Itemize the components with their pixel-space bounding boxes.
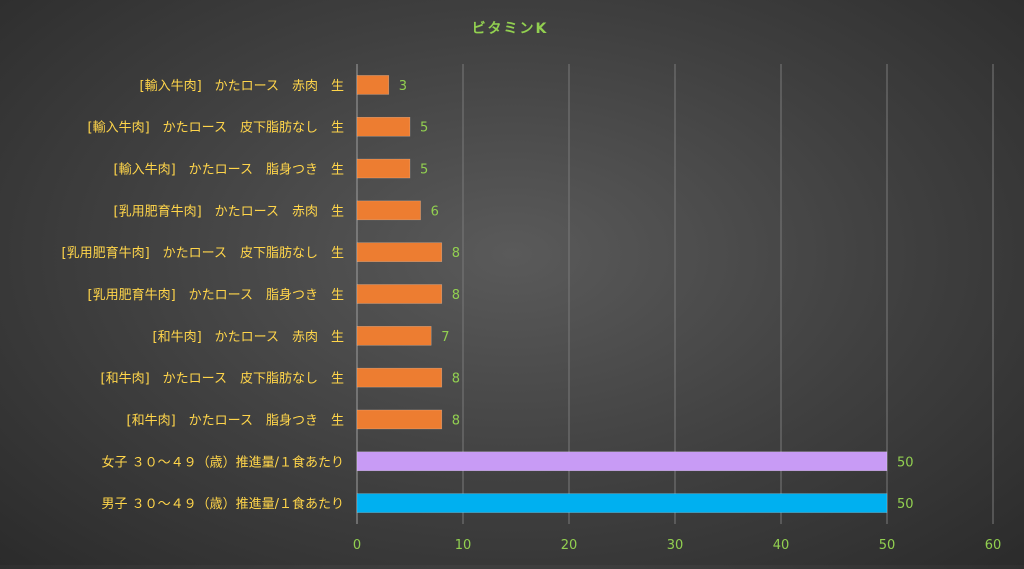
value-label: 6 [431,204,439,219]
x-tick-labels: 0 10 20 30 40 50 60 [353,538,1001,553]
bar [356,367,443,388]
category-label: [輸入牛肉] かたロース 赤肉 生 [140,79,345,94]
bar [356,75,390,95]
x-tick-label: 0 [353,538,361,553]
bar [356,242,443,262]
category-label: [輸入牛肉] かたロース 脂身つき 生 [114,162,345,178]
bar [356,284,443,304]
category-label: [和牛肉] かたロース 皮下脂肪なし 生 [101,371,345,387]
bar [356,326,432,346]
value-label: 8 [452,372,460,387]
category-label: [和牛肉] かたロース 赤肉 生 [153,330,345,345]
value-label: 8 [452,246,460,261]
value-label: 5 [420,163,428,178]
category-labels: [輸入牛肉] かたロース 赤肉 生 [輸入牛肉] かたロース 皮下脂肪なし 生 [輸… [62,79,345,512]
value-label: 50 [897,455,914,470]
x-tick-label: 40 [773,538,790,553]
value-label: 50 [897,497,914,512]
value-label: 5 [420,121,428,136]
category-label: [乳用肥育牛肉] かたロース 脂身つき 生 [88,287,345,303]
value-label: 7 [441,330,449,345]
value-label: 3 [399,79,407,94]
x-tick-label: 20 [561,538,578,553]
bar [356,158,411,179]
bar [356,409,443,430]
bar [356,200,421,221]
bar [356,451,888,472]
category-label: [乳用肥育牛肉] かたロース 皮下脂肪なし 生 [62,245,345,261]
grid-lines [356,64,994,524]
category-label: [和牛肉] かたロース 脂身つき 生 [127,412,345,428]
x-tick-label: 60 [985,538,1002,553]
x-tick-label: 10 [455,538,472,553]
bars [356,75,888,513]
category-label: 女子 ３０～４９（歳）推進量/１食あたり [101,454,344,470]
bar [356,493,888,513]
bar [356,116,411,137]
category-label: [乳用肥育牛肉] かたロース 赤肉 生 [114,203,345,219]
category-label: [輸入牛肉] かたロース 皮下脂肪なし 生 [88,120,345,136]
value-label: 8 [452,413,460,428]
chart-title: ビタミンK [472,21,549,37]
x-tick-label: 50 [879,538,896,553]
x-tick-label: 30 [667,538,684,553]
value-label: 8 [452,288,460,303]
category-label: 男子 ３０～４９（歳）推進量/１食あたり [101,496,344,512]
value-labels: 3 5 5 6 8 8 7 8 8 50 50 [399,79,914,512]
